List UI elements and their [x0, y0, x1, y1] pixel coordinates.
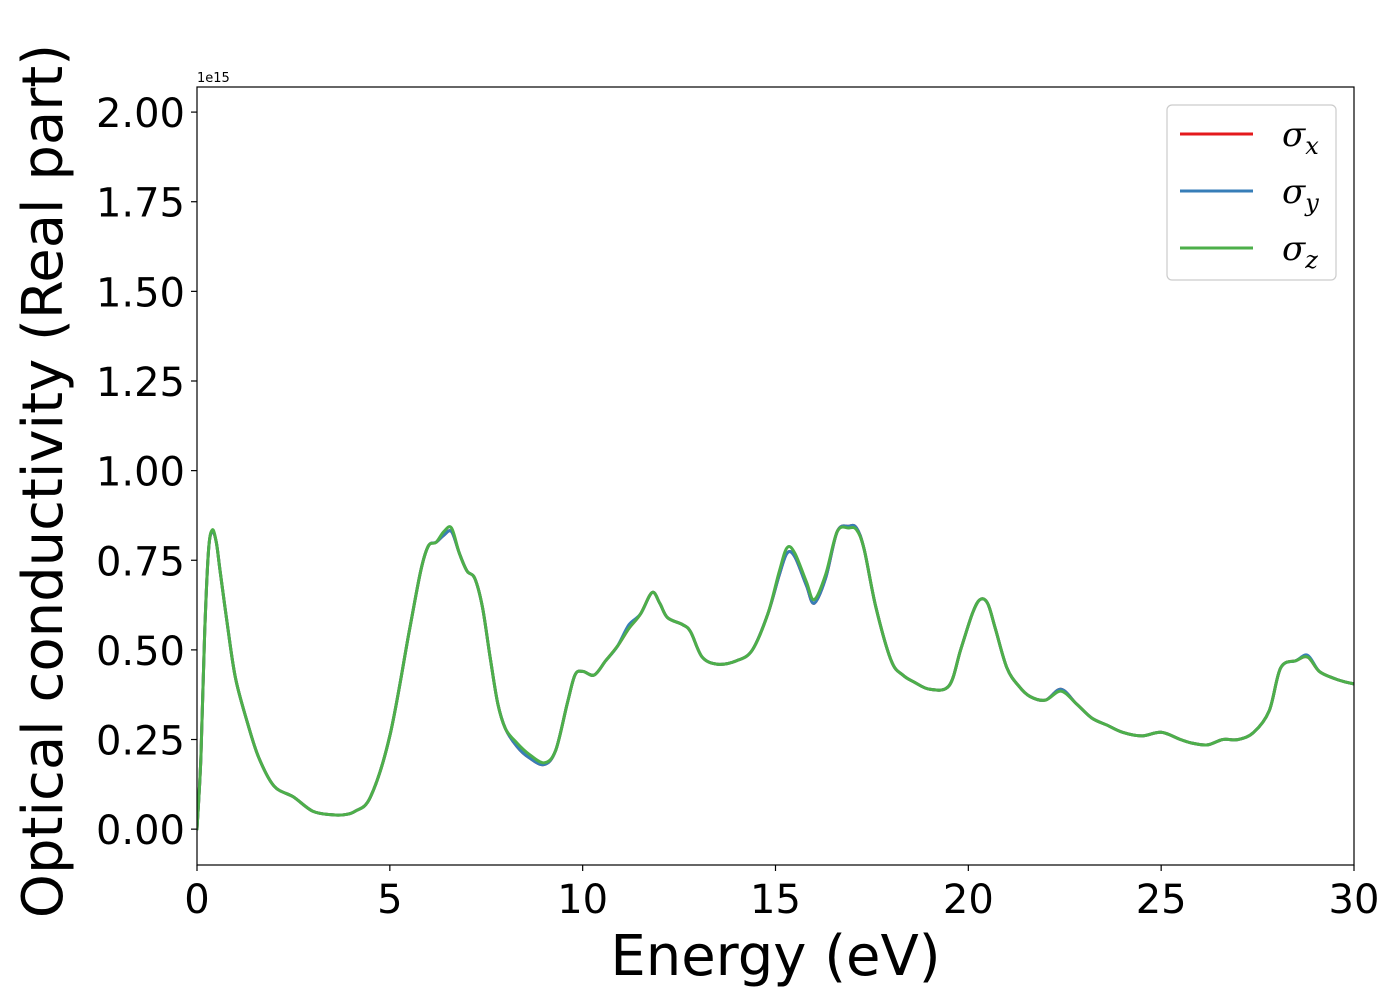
x-axis: 0 5 10 15 20 25 30 — [184, 865, 1379, 923]
x-tick-label: 0 — [184, 877, 209, 923]
y-tick-label: 0.50 — [96, 629, 185, 675]
series-line-y — [197, 523, 1354, 831]
y-tick-label: 1.75 — [96, 181, 185, 227]
series-line-z — [197, 525, 1354, 831]
x-tick-label: 25 — [1136, 877, 1187, 923]
x-axis-title: Energy (eV) — [610, 924, 940, 989]
y-offset-label: 1e15 — [197, 71, 230, 86]
plot-area — [197, 523, 1354, 831]
legend-label-z: σz — [1282, 229, 1318, 274]
x-tick-label: 10 — [557, 877, 608, 923]
y-tick-label: 0.25 — [96, 719, 185, 765]
legend-label-x: σx — [1282, 115, 1319, 160]
y-tick-label: 1.50 — [96, 270, 185, 316]
legend-label-y: σy — [1282, 172, 1319, 217]
legend: σx σy σz — [1166, 104, 1337, 281]
x-tick-label: 5 — [377, 877, 402, 923]
series-line-x — [197, 523, 1354, 831]
y-tick-label: 0.75 — [96, 539, 185, 585]
x-tick-label: 30 — [1329, 877, 1380, 923]
y-tick-label: 2.00 — [96, 91, 185, 137]
y-tick-label: 1.25 — [96, 360, 185, 406]
y-tick-label: 0.00 — [96, 808, 185, 854]
y-tick-label: 1.00 — [96, 450, 185, 496]
x-tick-label: 20 — [943, 877, 994, 923]
y-axis-title: Optical conductivity (Real part) — [11, 44, 76, 918]
y-axis: 0.00 0.25 0.50 0.75 1.00 1.25 1.50 1.75 2.00 — [96, 91, 197, 854]
x-tick-label: 15 — [750, 877, 801, 923]
